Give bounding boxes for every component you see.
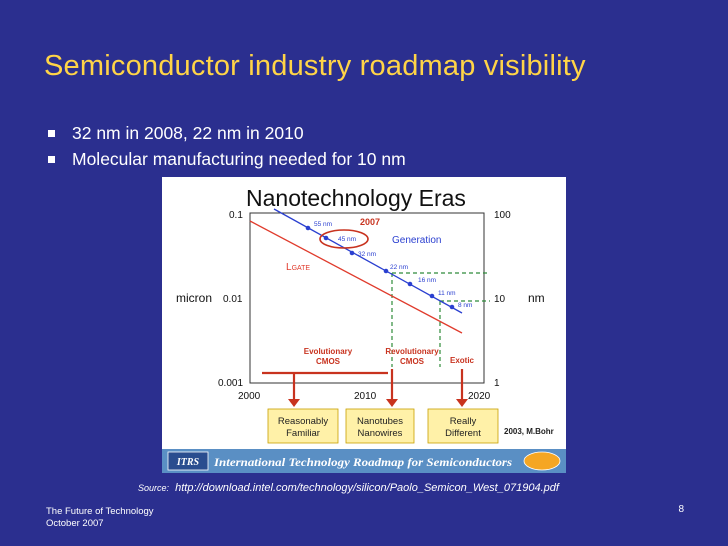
era-arrowheads (288, 399, 468, 407)
node-label: 8 nm (458, 302, 472, 309)
y-left-tick: 0.001 (218, 378, 243, 389)
lgate-line (249, 220, 463, 334)
y-right-tick: 10 (494, 294, 506, 305)
itrs-logo-text: ITRS (176, 457, 200, 468)
y-right-tick: 100 (494, 210, 511, 221)
highlight-2007-ellipse (319, 229, 369, 249)
source-url: http://download.intel.com/technology/sil… (175, 482, 559, 494)
era-box-labels: Reasonably Familiar Nanotubes Nanowires … (278, 416, 481, 439)
y-left-tick: 0.1 (229, 210, 243, 221)
footer: The Future of Technology October 2007 (46, 506, 154, 530)
node-point (449, 304, 455, 310)
node-label: 11 nm (438, 290, 456, 297)
y-right-axis-label: nm (528, 291, 545, 305)
node-label: 22 nm (390, 264, 408, 271)
generation-label: Generation (392, 235, 441, 246)
era-label: CMOS (400, 357, 425, 366)
node-point (305, 225, 311, 231)
node-labels: 55 nm 45 nm 32 nm 22 nm 16 nm 11 nm 8 nm (314, 221, 472, 309)
era-label: Revolutionary (385, 347, 439, 356)
credit-label: 2003, M.Bohr (504, 427, 554, 436)
era-label: Evolutionary (304, 347, 353, 356)
plot-frame (249, 212, 485, 384)
x-tick: 2010 (354, 391, 377, 402)
node-point (323, 235, 329, 241)
source-label: Source: (138, 483, 170, 493)
page-number: 8 (678, 504, 684, 515)
bullet-square-icon (48, 129, 55, 137)
bullet-text: Molecular manufacturing needed for 10 nm (72, 148, 406, 169)
lgate-label: LGATE (286, 262, 310, 273)
node-point (429, 293, 435, 299)
bullet-list: 32 nm in 2008, 22 nm in 2010 Molecular m… (46, 120, 406, 172)
node-label: 45 nm (338, 236, 356, 243)
x-tick: 2000 (238, 391, 261, 402)
itrs-badge-icon (523, 451, 561, 471)
bullet-square-icon (48, 155, 55, 163)
node-points (305, 225, 455, 310)
box-label: Nanotubes (357, 416, 403, 427)
itrs-banner-text: International Technology Roadmap for Sem… (213, 455, 512, 469)
itrs-banner (162, 449, 566, 473)
figure-svg: Nanotechnology Eras 0.1 0.01 0.001 micro… (162, 185, 566, 473)
era-arrows (262, 369, 464, 401)
era-label: Exotic (450, 356, 475, 365)
bullet-item: 32 nm in 2008, 22 nm in 2010 (46, 120, 406, 146)
era-label: CMOS (316, 357, 341, 366)
box-label: Reasonably (278, 416, 328, 427)
box-label: Nanowires (358, 428, 403, 439)
bullet-text: 32 nm in 2008, 22 nm in 2010 (72, 122, 304, 143)
footer-line: The Future of Technology (46, 506, 154, 517)
node-point (407, 281, 413, 287)
y-left-tick: 0.01 (223, 294, 243, 305)
figure-title: Nanotechnology Eras (246, 185, 466, 211)
node-label: 55 nm (314, 221, 332, 228)
node-label: 32 nm (358, 251, 376, 258)
node-point (383, 268, 389, 274)
box-label: Familiar (286, 428, 320, 439)
x-tick: 2020 (468, 391, 491, 402)
box-label: Different (445, 428, 481, 439)
box-label: Really (450, 416, 477, 427)
y-right-tick: 1 (494, 378, 500, 389)
node-point (349, 250, 355, 256)
era-boxes (267, 408, 499, 444)
source-citation: Source: http://download.intel.com/techno… (138, 482, 559, 494)
year-2007-label: 2007 (360, 217, 380, 227)
itrs-logo (167, 451, 209, 471)
slide-title: Semiconductor industry roadmap visibilit… (44, 50, 586, 82)
y-left-axis-label: micron (176, 291, 212, 305)
era-guide-lines (391, 272, 490, 367)
era-labels: Evolutionary CMOS Revolutionary CMOS Exo… (304, 347, 475, 366)
node-label: 16 nm (418, 277, 436, 284)
bullet-item: Molecular manufacturing needed for 10 nm (46, 146, 406, 172)
nanotechnology-eras-figure: Nanotechnology Eras 0.1 0.01 0.001 micro… (162, 177, 566, 473)
footer-line: October 2007 (46, 518, 104, 529)
